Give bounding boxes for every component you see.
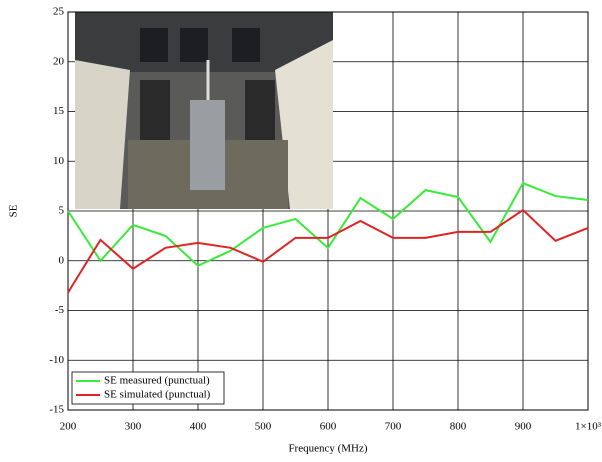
x-tick-label: 900 <box>515 421 532 433</box>
y-tick-label: 15 <box>53 105 65 117</box>
legend-label: SE measured (punctual) <box>104 375 210 387</box>
x-tick-label: 800 <box>450 421 467 433</box>
y-tick-label: -10 <box>49 354 64 366</box>
y-tick-label: -15 <box>49 404 64 416</box>
legend-label: SE simulated (punctual) <box>104 389 211 401</box>
y-axis-label: SE <box>8 204 20 217</box>
photo-inset <box>75 12 333 209</box>
y-tick-label: 25 <box>53 6 65 18</box>
y-tick-label: 0 <box>59 254 65 266</box>
y-tick-label: -5 <box>55 304 65 316</box>
x-axis-label: Frequency (MHz) <box>288 443 367 455</box>
x-tick-label: 700 <box>385 421 402 433</box>
x-tick-label: 1×10³ <box>575 421 602 433</box>
y-tick-label: 20 <box>53 55 65 67</box>
x-tick-label: 500 <box>255 421 272 433</box>
x-tick-label: 600 <box>320 421 337 433</box>
chart: SE Frequency (MHz) -15 -10 -5 0 5 10 15 20 25 200… <box>0 0 602 462</box>
x-tick-label: 400 <box>190 421 207 433</box>
x-tick-label: 300 <box>125 421 142 433</box>
y-tick-label: 5 <box>59 205 65 217</box>
y-tick-label: 10 <box>53 155 65 167</box>
x-tick-label: 200 <box>60 421 77 433</box>
